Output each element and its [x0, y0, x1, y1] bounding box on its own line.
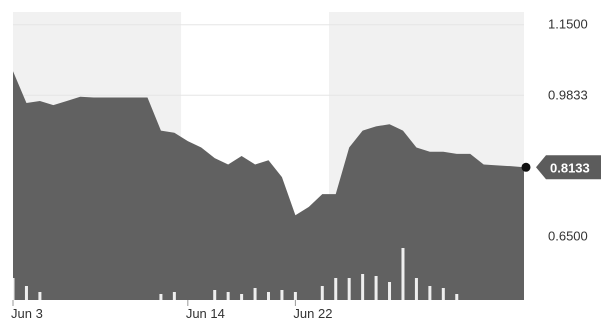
volume-bar: [38, 292, 41, 300]
volume-bar: [159, 294, 162, 300]
volume-bar: [348, 278, 351, 300]
volume-bar: [415, 278, 418, 300]
last-value-dot: [522, 163, 531, 172]
volume-bar: [227, 292, 230, 300]
volume-bar: [12, 278, 15, 300]
volume-bar: [428, 286, 431, 300]
volume-bar: [321, 286, 324, 300]
last-value-marker-group: 0.8133: [522, 155, 601, 179]
last-value-label: 0.8133: [550, 160, 590, 175]
volume-bar: [267, 292, 270, 300]
volume-bar: [294, 292, 297, 300]
y-tick-label: 0.6500: [548, 228, 588, 243]
volume-bar: [173, 292, 176, 300]
volume-bar: [401, 248, 404, 300]
volume-bar: [388, 282, 391, 300]
y-axis: 1.1500 0.9833 0.6500: [548, 17, 588, 244]
volume-bar: [25, 286, 28, 300]
volume-bar: [375, 276, 378, 300]
volume-bar: [280, 290, 283, 300]
volume-bar: [361, 274, 364, 300]
x-tick-label: Jun 3: [11, 306, 43, 321]
y-tick-label: 1.1500: [548, 17, 588, 32]
volume-bar: [213, 290, 216, 300]
volume-bar: [254, 288, 257, 300]
x-axis: Jun 3 Jun 14 Jun 22: [11, 300, 332, 321]
x-tick-label: Jun 22: [293, 306, 332, 321]
y-tick-label: 0.9833: [548, 87, 588, 102]
volume-bar: [442, 288, 445, 300]
x-tick-label: Jun 14: [186, 306, 225, 321]
volume-bar: [240, 294, 243, 300]
volume-bar: [334, 278, 337, 300]
volume-bar: [455, 294, 458, 300]
